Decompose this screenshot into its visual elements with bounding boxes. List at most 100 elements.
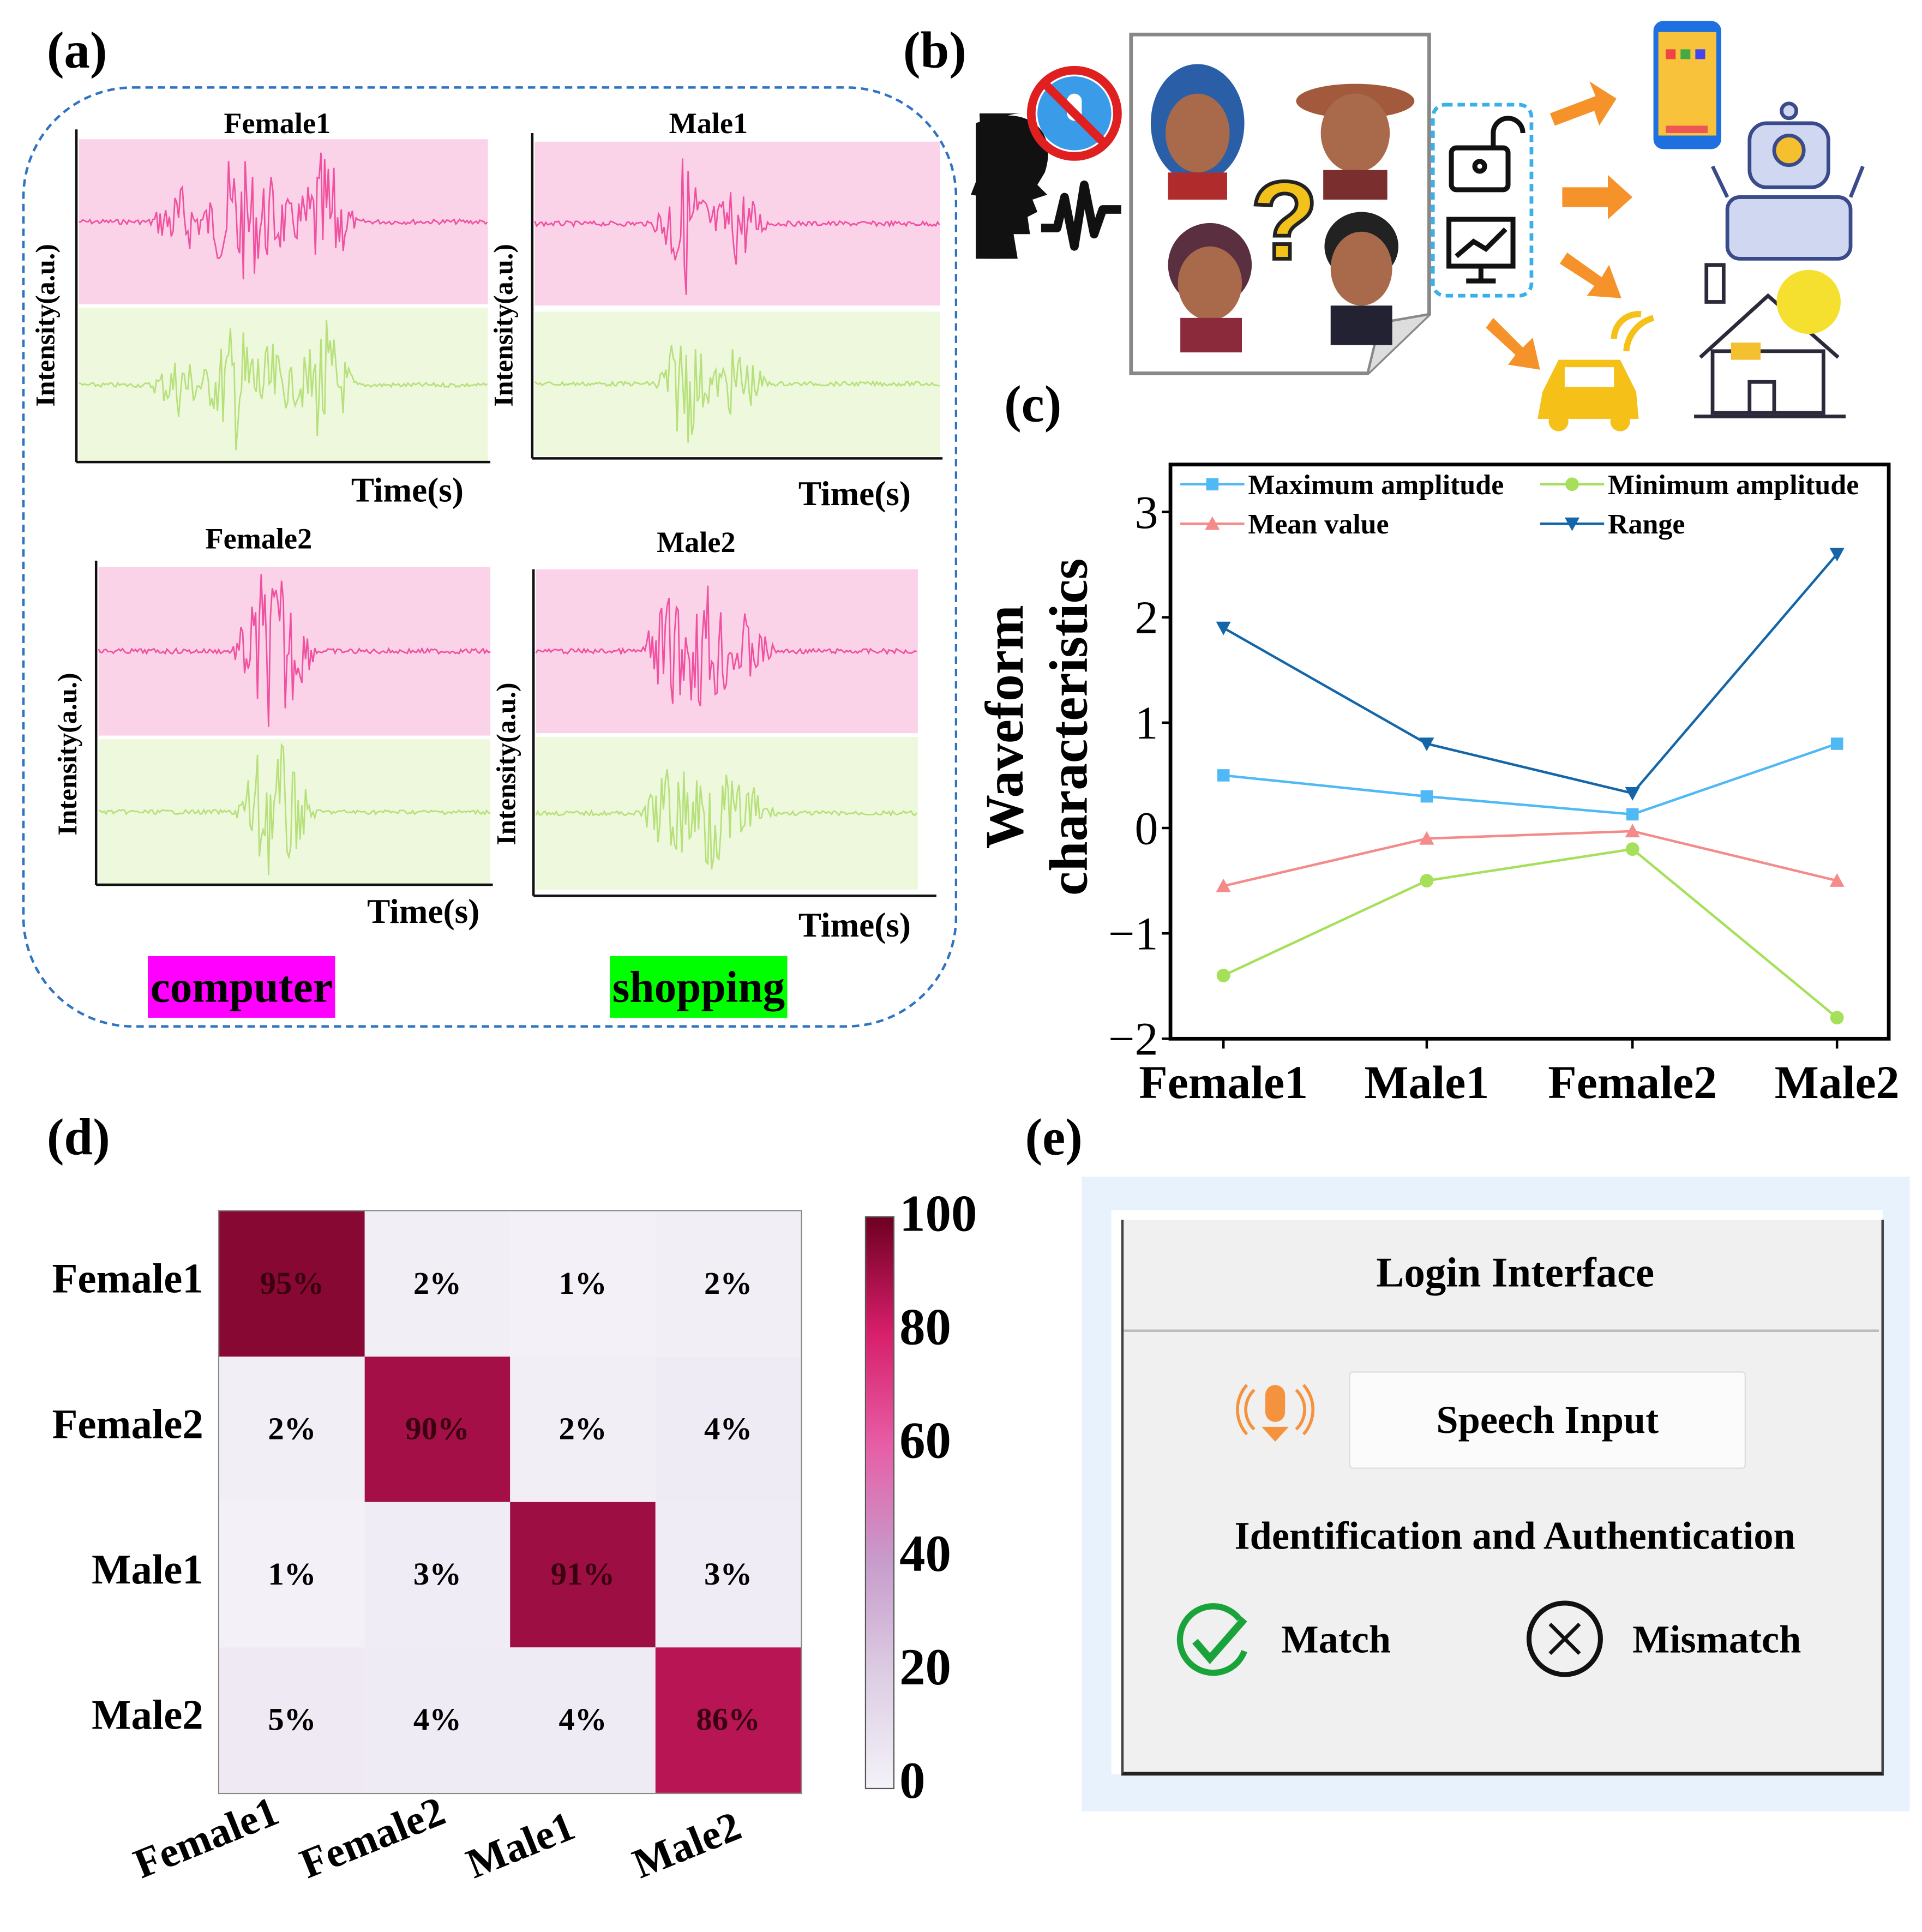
series-line bbox=[1223, 742, 1837, 816]
login-title: Login Interface bbox=[1376, 1250, 1655, 1297]
match-check-icon bbox=[1176, 1603, 1247, 1676]
speech-input-button[interactable]: Speech Input bbox=[1349, 1371, 1746, 1469]
matrix-cell: 4% bbox=[510, 1647, 656, 1793]
marker-triangle-down bbox=[1216, 621, 1231, 635]
smartphone-icon bbox=[1653, 21, 1721, 149]
matrix-cell: 95% bbox=[219, 1211, 365, 1357]
plot-frame bbox=[1168, 463, 1891, 1041]
waveform-title-female2: Female2 bbox=[205, 524, 313, 556]
colorbar-tick-label: 20 bbox=[899, 1640, 951, 1697]
legend-label: Maximum amplitude bbox=[1248, 470, 1504, 501]
panel-a-dashed-frame bbox=[22, 86, 958, 1028]
word-label-computer: computer bbox=[148, 956, 335, 1018]
y-tick-label: 2 bbox=[1135, 592, 1158, 644]
marker-circle bbox=[1830, 1011, 1844, 1025]
marker-square bbox=[1217, 769, 1230, 782]
login-header-divider bbox=[1124, 1329, 1879, 1332]
marker-triangle-down bbox=[1829, 548, 1845, 562]
green-waveform bbox=[535, 769, 917, 870]
panel-label-b: (b) bbox=[903, 23, 966, 80]
match-label: Match bbox=[1281, 1616, 1391, 1661]
authentication-section-title: Identification and Authentication bbox=[1234, 1513, 1795, 1558]
green-waveform bbox=[98, 742, 491, 875]
marker-circle bbox=[1216, 969, 1230, 982]
colorbar-tick-label: 80 bbox=[899, 1300, 951, 1357]
x-tick-label: Female1 bbox=[1139, 1057, 1308, 1108]
green-band bbox=[98, 739, 491, 885]
series-range bbox=[1216, 548, 1845, 801]
voice-wave-icon bbox=[1041, 180, 1121, 251]
marker-triangle-down bbox=[1625, 787, 1640, 801]
no-microphone-icon bbox=[1026, 65, 1122, 161]
matrix-cell: 4% bbox=[364, 1647, 510, 1793]
waveform-title-male1: Male1 bbox=[669, 108, 748, 141]
marker-square bbox=[1830, 737, 1843, 750]
row-label: Female2 bbox=[52, 1402, 203, 1448]
mismatch-x-icon bbox=[1526, 1600, 1603, 1677]
marker-triangle-up bbox=[1205, 516, 1220, 530]
chart-ylabel: Waveform characteristics bbox=[974, 518, 1102, 937]
matrix-cell: 5% bbox=[219, 1647, 365, 1793]
matrix-cell: 2% bbox=[364, 1211, 510, 1357]
panel-label-d: (d) bbox=[46, 1110, 110, 1167]
waveform-xlabel-female1: Time(s) bbox=[351, 472, 464, 511]
marker-triangle-up bbox=[1625, 824, 1640, 838]
marker-circle bbox=[1625, 842, 1639, 856]
series-line bbox=[1223, 830, 1837, 887]
speech-input-label: Speech Input bbox=[1436, 1397, 1659, 1442]
matrix-cell: 3% bbox=[655, 1502, 801, 1648]
colorbar-tick-label: 40 bbox=[899, 1526, 951, 1583]
waveform-title-male2: Male2 bbox=[657, 527, 736, 560]
y-tick-label: −2 bbox=[1108, 1013, 1158, 1065]
marker-triangle-up bbox=[1829, 873, 1845, 887]
y-tick-label: 3 bbox=[1135, 487, 1158, 538]
chart-monitor-icon bbox=[1446, 217, 1516, 284]
series-maximum-amplitude bbox=[1217, 737, 1843, 821]
colorbar-tick-label: 100 bbox=[899, 1186, 977, 1244]
series-line bbox=[1223, 553, 1838, 795]
panel-label-a: (a) bbox=[46, 23, 107, 80]
matrix-cell: 2% bbox=[510, 1357, 656, 1502]
matrix-cell: 4% bbox=[655, 1357, 801, 1502]
security-dashed-box bbox=[1431, 103, 1534, 298]
robot-icon bbox=[1710, 101, 1865, 261]
y-tick-label: −1 bbox=[1108, 908, 1158, 960]
panel-label-c: (c) bbox=[1004, 377, 1062, 434]
pink-waveform bbox=[79, 152, 488, 280]
marker-triangle-down bbox=[1564, 517, 1580, 531]
legend-item: Minimum amplitude bbox=[1540, 470, 1859, 501]
smart-home-icon bbox=[1694, 263, 1846, 418]
matrix-cell: 86% bbox=[655, 1647, 801, 1793]
row-label: Male1 bbox=[91, 1547, 203, 1593]
row-label: Male2 bbox=[91, 1693, 203, 1739]
marker-triangle-up bbox=[1216, 878, 1231, 892]
series-mean-value bbox=[1216, 824, 1845, 892]
car-icon bbox=[1537, 311, 1655, 431]
arrow-icons bbox=[1486, 81, 1633, 370]
matrix-cell: 1% bbox=[510, 1211, 656, 1357]
panel-label-e: (e) bbox=[1025, 1110, 1083, 1167]
waveform-title-female1: Female1 bbox=[224, 108, 331, 141]
microphone-icon bbox=[1236, 1384, 1315, 1442]
marker-triangle-up bbox=[1419, 831, 1434, 845]
matrix-cell: 3% bbox=[364, 1502, 510, 1648]
matrix-cell: 90% bbox=[364, 1357, 510, 1502]
green-waveform bbox=[534, 345, 940, 443]
pink-waveform bbox=[534, 158, 940, 295]
matrix-cell: 1% bbox=[219, 1502, 365, 1648]
chart-ylabel-text: Waveform characteristics bbox=[974, 558, 1100, 896]
legend-label: Range bbox=[1608, 509, 1685, 540]
colorbar-tick-label: 0 bbox=[899, 1753, 926, 1810]
series-line bbox=[1223, 848, 1838, 1019]
legend-item: Maximum amplitude bbox=[1180, 470, 1504, 501]
legend-label: Mean value bbox=[1248, 509, 1389, 540]
colorbar bbox=[864, 1216, 895, 1790]
legend-label: Minimum amplitude bbox=[1608, 470, 1859, 501]
x-tick-label: Male1 bbox=[1365, 1057, 1489, 1108]
marker-square bbox=[1420, 790, 1433, 803]
word-label-shopping: shopping bbox=[610, 956, 788, 1018]
marker-circle bbox=[1565, 477, 1579, 491]
marker-circle bbox=[1420, 874, 1434, 888]
